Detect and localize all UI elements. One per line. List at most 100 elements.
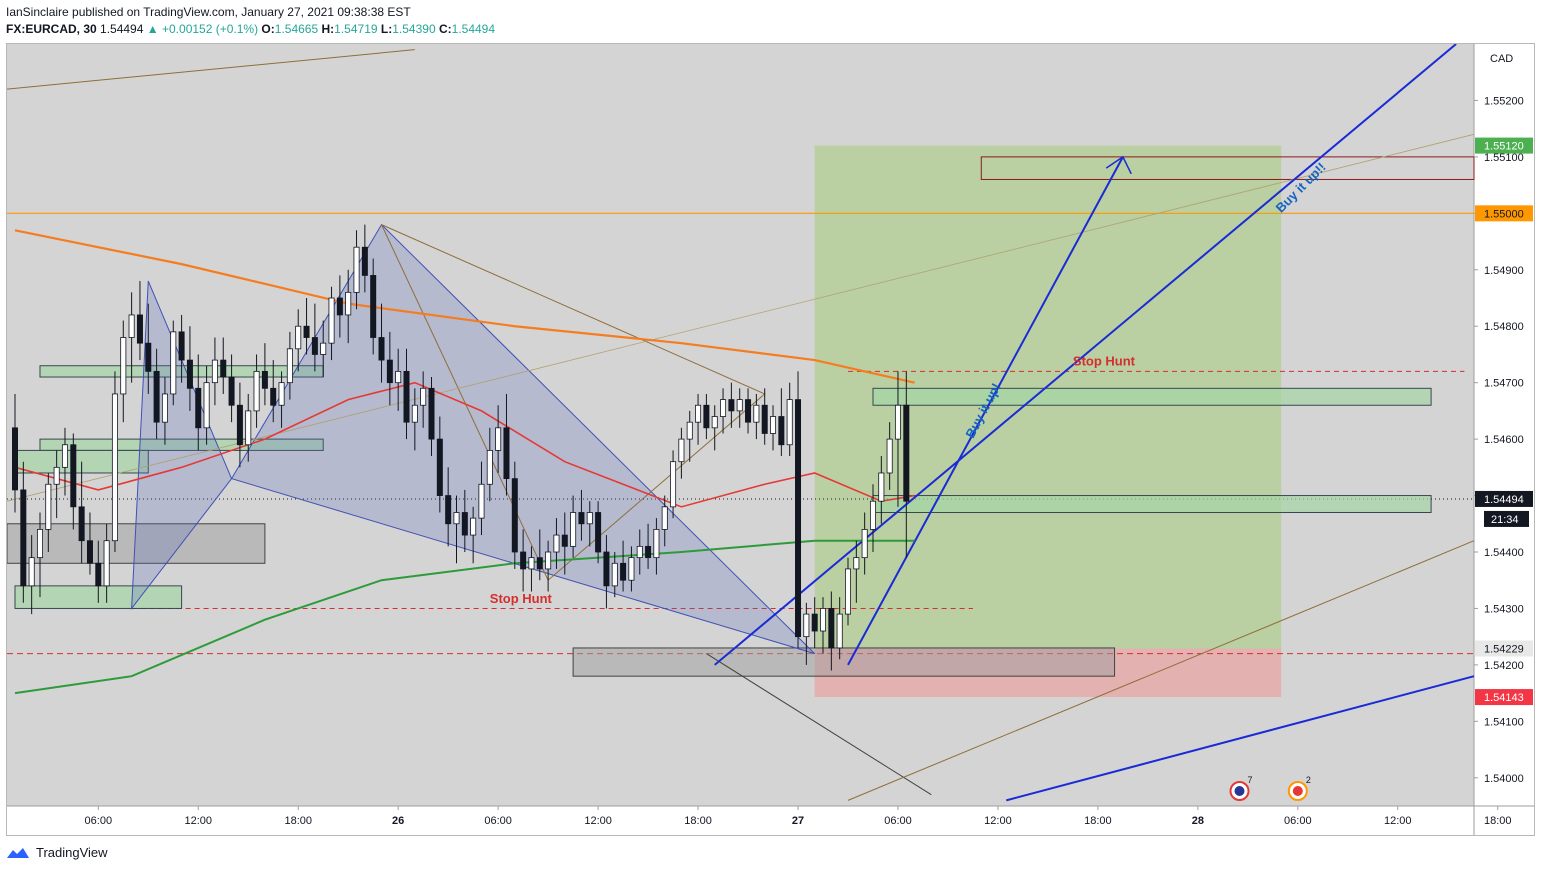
candle-body (111, 393, 118, 542)
candle-body (728, 399, 735, 412)
candle-body (570, 512, 577, 547)
candle-body (686, 421, 693, 440)
candle-body (353, 246, 360, 293)
x-tick-label: 28 (1192, 815, 1204, 827)
event-count: 2 (1306, 775, 1311, 785)
stop-hunt-label: Stop Hunt (490, 591, 553, 606)
y-tick-label: 1.54400 (1484, 547, 1524, 559)
candle-body (836, 613, 843, 649)
price-label-text: 1.54229 (1484, 644, 1524, 656)
candle-body (178, 331, 185, 361)
brand-footer: TradingView (6, 845, 108, 860)
candle-body (95, 562, 102, 587)
candle-body (903, 404, 910, 502)
event-count: 7 (1248, 775, 1253, 785)
candle-body (28, 557, 35, 587)
y-tick-label: 1.54200 (1484, 660, 1524, 672)
candle-body (678, 438, 685, 463)
candle-body (270, 387, 277, 406)
x-tick-label: 06:00 (884, 815, 912, 827)
price-label-badge (1475, 137, 1533, 154)
candle-body (253, 370, 260, 412)
candle-body (228, 376, 235, 406)
price-label-text: 1.55120 (1484, 141, 1524, 153)
order-block-zone (872, 387, 1432, 406)
x-tick-label: 18:00 (284, 815, 312, 827)
trend-line-blue-1 (714, 44, 1457, 666)
candle-body (645, 545, 652, 559)
candle-body (303, 325, 310, 338)
candle-body (778, 416, 785, 446)
time-axis-background (7, 806, 1474, 835)
harmonic-outline (381, 224, 766, 582)
candle-body (553, 534, 560, 553)
x-tick-label: 06:00 (1284, 815, 1312, 827)
trend-line-blue-2 (1006, 675, 1475, 802)
chart-panel[interactable]: Stop Hunt Stop Hunt Buy it up! Buy it up!! 7… (6, 43, 1535, 836)
y-tick-label: 1.55100 (1484, 152, 1524, 164)
ca-flag-icon (1292, 786, 1303, 796)
x-tick-label: 06:00 (484, 815, 512, 827)
candle-body (545, 551, 552, 570)
candle-body (845, 568, 852, 615)
x-tick-label: 26 (392, 815, 404, 827)
candle-body (278, 382, 285, 406)
candle-body (520, 551, 527, 570)
tradingview-logo-icon (7, 847, 29, 858)
price-label-text: 1.55000 (1484, 208, 1524, 220)
price-label-text: 1.54143 (1484, 692, 1524, 704)
candle-body (386, 359, 393, 384)
candle-body (203, 382, 210, 429)
high-value: 1.54719 (334, 22, 378, 36)
brand-label: TradingView (36, 845, 108, 860)
candle-body (745, 399, 752, 423)
candle-body (786, 399, 793, 446)
candle-body (245, 410, 252, 446)
candle-body (761, 404, 768, 434)
candle-body (170, 331, 177, 395)
candle-body (295, 325, 302, 350)
candle-body (486, 449, 493, 485)
candle-body (195, 387, 202, 429)
x-tick-label: 12:00 (1384, 815, 1412, 827)
publish-info: IanSinclaire published on TradingView.co… (6, 5, 411, 19)
candle-body (503, 427, 510, 480)
currency-label: CAD (1490, 53, 1513, 65)
candle-body (78, 506, 85, 542)
candle-body (36, 529, 43, 559)
open-value: 1.54665 (274, 22, 319, 36)
candle-body (661, 506, 668, 530)
candle-body (320, 342, 327, 355)
candle-body (795, 399, 802, 638)
candle-body (361, 246, 368, 276)
price-label-badge (1475, 490, 1533, 507)
candle-body (345, 291, 352, 316)
candle-body (211, 359, 218, 384)
x-tick-label: 18:00 (1484, 815, 1512, 827)
close-value: 1.54494 (451, 22, 496, 36)
candle-body (311, 337, 318, 355)
candle-body (420, 387, 427, 406)
low-value: 1.54390 (392, 22, 436, 36)
candle-body (770, 416, 777, 434)
candle-body (595, 512, 602, 553)
candle-body (711, 416, 718, 429)
x-tick-label: 12:00 (984, 815, 1012, 827)
y-tick-label: 1.54600 (1484, 434, 1524, 446)
y-tick-label: 1.54000 (1484, 773, 1524, 785)
target-zone (980, 156, 1475, 180)
y-tick-label: 1.54700 (1484, 378, 1524, 390)
candle-body (828, 608, 835, 649)
close-label: C: (438, 22, 452, 36)
candle-body (853, 557, 860, 570)
trend-line-faint (7, 133, 1475, 502)
candle-body (70, 444, 77, 508)
candle-body (128, 314, 135, 338)
trend-line-blue-3 (847, 156, 1124, 666)
candle-body (145, 342, 152, 372)
low-label: L: (380, 22, 393, 36)
trend-line-lower (847, 540, 1475, 801)
candle-body (861, 529, 868, 559)
last-price: 1.54494 (100, 22, 144, 36)
